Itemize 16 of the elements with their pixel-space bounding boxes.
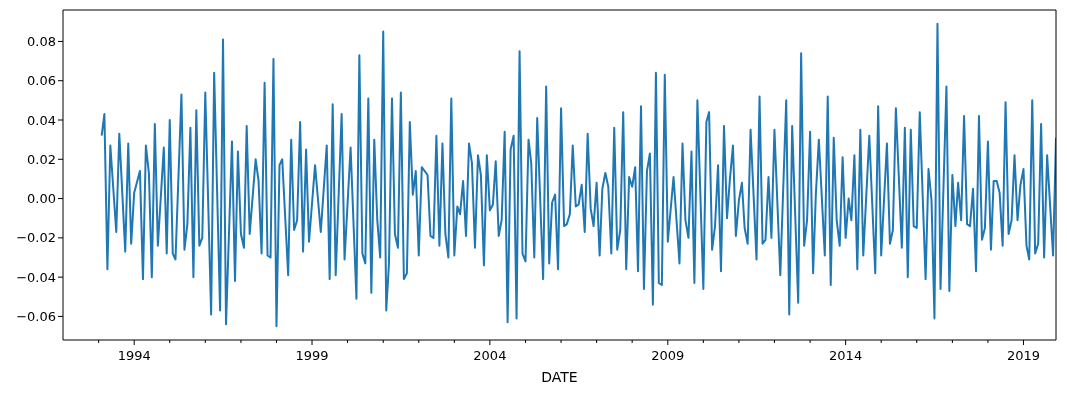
y-tick-label: 0.06 <box>27 73 56 89</box>
x-tick-label: 2019 <box>1006 348 1041 363</box>
y-tick-label: 0.08 <box>27 34 56 50</box>
line-series <box>100 22 1056 328</box>
x-axis-title: DATE <box>541 369 578 385</box>
x-tick-label: 2009 <box>651 348 685 363</box>
x-tick-label: 2014 <box>829 348 863 363</box>
x-tick-label: 1994 <box>117 348 151 363</box>
x-tick-label: 1999 <box>295 348 329 363</box>
y-tick-label: −0.02 <box>16 230 56 246</box>
x-tick-label: 2004 <box>473 348 507 363</box>
y-tick-label: −0.04 <box>16 269 56 285</box>
y-tick-label: 0.04 <box>27 112 56 128</box>
y-tick-label: 0.00 <box>27 191 56 207</box>
y-tick-label: −0.06 <box>16 309 56 325</box>
y-tick-label: 0.02 <box>27 151 56 167</box>
